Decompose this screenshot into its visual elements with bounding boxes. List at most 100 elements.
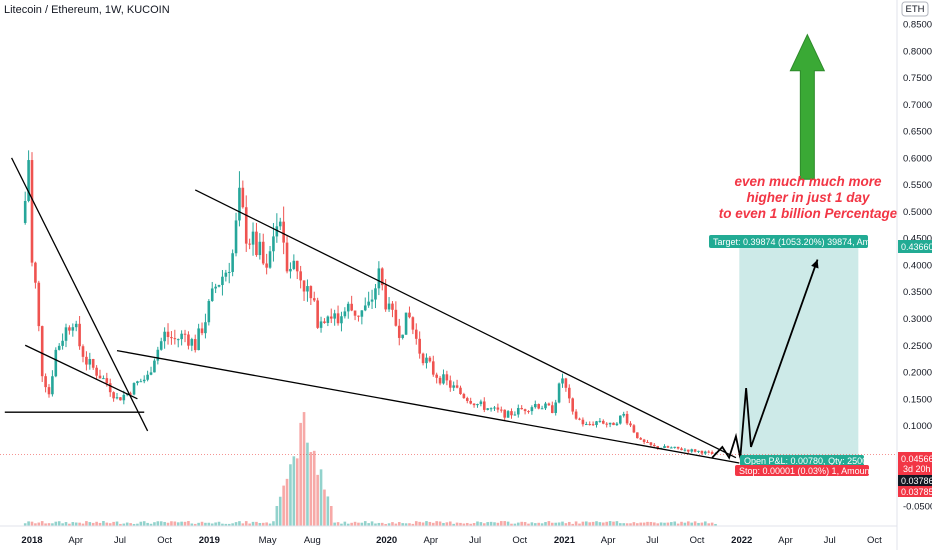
volume-bar [418,521,421,526]
candle-body [506,411,510,418]
candle-body [187,334,190,346]
volume-bar [404,523,408,526]
projection-line [711,259,819,460]
volume-bar [180,521,183,526]
candle-body [486,408,489,410]
candle-body [442,374,445,384]
candle-body [513,414,517,416]
x-tick-label: Oct [512,535,527,546]
volume-bar [493,522,496,526]
candle-body [316,300,319,328]
volume-bar [333,522,336,526]
candle-body [683,449,687,451]
candle-body [700,450,704,454]
open-pl-label: Open P&L: 0.00780, Qty: 25000000 [744,456,887,466]
up-arrow-icon[interactable] [789,33,826,180]
volume-bar [95,521,98,526]
volume-bar [261,522,265,526]
volume-bar [714,523,717,526]
candle-body [619,415,622,424]
volume-bar [64,522,68,526]
candle-body [527,411,530,413]
x-tick-label: 2022 [731,535,752,546]
candle-body [482,401,486,410]
x-tick-label: Jul [646,535,658,546]
target-price-tag [898,240,932,253]
volume-bar [268,523,272,526]
volume-bar [156,521,160,526]
candle-body [557,383,561,403]
volume-bar [200,521,204,526]
candle-body [108,383,112,393]
volume-bar [231,523,234,526]
volume-bar [357,522,360,526]
candle-body [272,236,275,252]
volume-bar [61,523,64,526]
volume-bar [615,521,619,526]
volume-bar [465,522,469,526]
x-tick-label: Oct [157,535,172,546]
candle-body [704,451,707,454]
volume-bar [676,523,680,526]
volume-bar [153,522,156,526]
x-tick-label: 2021 [554,535,576,546]
volume-bar [537,522,540,526]
candle-body [153,360,156,373]
volume-bar [289,464,292,526]
volume-bar [265,522,268,526]
candle-body [217,285,221,287]
volume-bar [173,521,177,526]
candle-body [418,338,421,354]
volume-bar [102,521,105,526]
volume-bar [452,523,455,526]
candle-body [306,286,309,292]
candle-body [23,201,27,223]
trendlines[interactable] [4,157,740,464]
volume-bar [591,521,595,526]
currency-badge[interactable] [901,1,929,17]
position-tool[interactable] [0,245,897,460]
candle-body [687,449,690,452]
volume-bar [139,521,143,526]
candle-body [401,334,404,338]
volume-bar [299,422,302,526]
volume-bar [625,523,629,526]
candle-body [78,323,81,347]
candle-body [309,286,313,299]
last-price-text: 0.04566 [901,454,932,464]
candle-body [95,367,98,376]
candle-body [670,447,673,449]
candle-body [404,312,408,335]
candle-body [397,325,401,338]
candle-body [323,321,326,324]
volume-bar [132,523,136,526]
projection-path[interactable] [711,259,819,460]
time-axis[interactable]: 2018 Apr Jul Oct 2019 May Aug 2020 Apr Jul Oct 2021… [21,535,882,546]
candle-body [523,409,527,412]
candle-body [57,345,61,350]
candle-body [567,387,571,399]
annotation-line-2: higher in just 1 day [746,190,871,205]
volume-bar [108,523,112,526]
volume-bar [81,523,85,526]
volume-bar [687,521,690,526]
volume-bar [459,522,462,526]
volume-bar [125,522,129,526]
volume-bar [350,522,353,526]
candle-body [656,446,660,449]
candle-body [425,357,428,364]
candle-body [156,349,160,361]
candle-body [472,403,476,406]
candle-body [469,400,472,404]
volume-bar [244,521,248,526]
volume-bar [85,521,88,526]
candle-body [639,438,643,440]
volume-bar [581,521,585,526]
x-tick-label: Apr [68,535,83,546]
